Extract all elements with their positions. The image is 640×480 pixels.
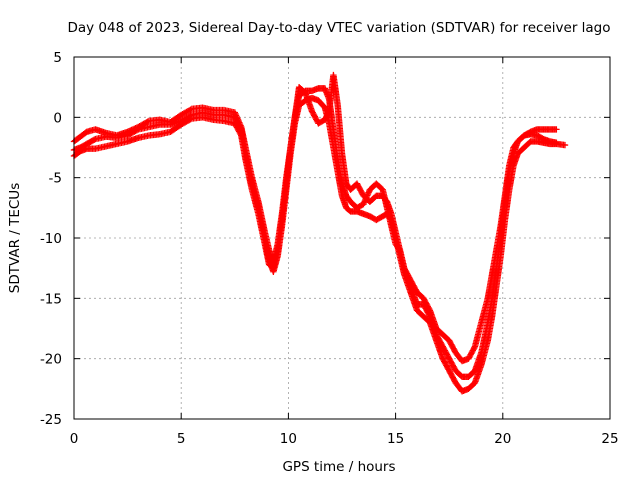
y-tick-label: -10	[40, 231, 62, 247]
data-point	[187, 106, 194, 113]
data-point	[323, 113, 330, 121]
data-point	[321, 116, 329, 123]
x-tick-label: 20	[494, 431, 511, 447]
data-point	[322, 115, 329, 122]
series-trace-3	[70, 71, 560, 380]
data-point	[325, 109, 332, 116]
axis-ticks: 0 5 10 15 20 25 -25 -20 -15 -10 -5 0 5	[40, 50, 619, 447]
data-point	[553, 126, 560, 133]
y-tick-label: -25	[40, 412, 62, 428]
data-points	[70, 71, 569, 395]
data-point	[144, 118, 151, 125]
data-point	[471, 344, 478, 352]
data-point	[187, 116, 194, 123]
data-point	[561, 141, 569, 149]
y-axis-label: SDTVAR / TECUs	[7, 183, 23, 293]
data-point	[237, 130, 244, 138]
x-tick-label: 10	[280, 431, 297, 447]
y-tick-label: 0	[53, 110, 62, 126]
data-point	[553, 139, 560, 146]
series-trace-2	[70, 94, 569, 395]
data-point	[133, 126, 141, 134]
grid-lines	[74, 57, 610, 419]
x-tick-label: 15	[387, 431, 404, 447]
y-tick-label: -15	[40, 291, 62, 307]
x-axis-label: GPS time / hours	[282, 459, 395, 475]
chart-title: Day 048 of 2023, Sidereal Day-to-day VTE…	[67, 20, 610, 36]
x-tick-label: 0	[70, 431, 79, 447]
y-tick-label: 5	[53, 50, 62, 66]
data-point	[323, 112, 331, 119]
data-point	[324, 110, 331, 118]
y-tick-label: -5	[49, 171, 62, 187]
y-tick-label: -20	[40, 352, 62, 368]
x-tick-label: 25	[601, 431, 618, 447]
x-tick-label: 5	[177, 431, 186, 447]
